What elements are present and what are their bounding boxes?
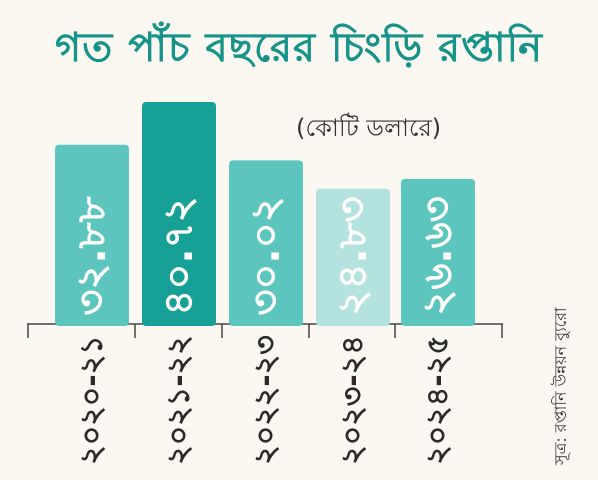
bar-value-label: ২৪.৮৩ <box>330 196 376 315</box>
x-tick-label: ২০২০-২১ <box>75 335 110 464</box>
unit-label: (কোটি ডলারে) <box>296 114 442 142</box>
x-tick-label: ২০২১-২২ <box>162 335 197 464</box>
bar-value-label: ৩২.৮৮ <box>69 195 115 315</box>
x-tick-label: ২০২৩-২৪ <box>336 335 371 464</box>
bar <box>316 188 390 326</box>
bar <box>142 102 216 326</box>
bar <box>55 144 129 326</box>
x-tick-label: ২০২৪-২৫ <box>421 335 456 464</box>
bar-value-label: ৪০.৭২ <box>156 196 202 315</box>
x-tick-label: ২০২২-২৩ <box>249 335 284 465</box>
chart-title: গত পাঁচ বছরের চিংড়ি রপ্তানি <box>55 25 543 71</box>
bar-value-label: ২৬.৬৩ <box>415 196 461 315</box>
bar <box>401 178 475 326</box>
bar-value-label: ৩০.০২ <box>243 196 289 315</box>
bar <box>229 160 303 326</box>
